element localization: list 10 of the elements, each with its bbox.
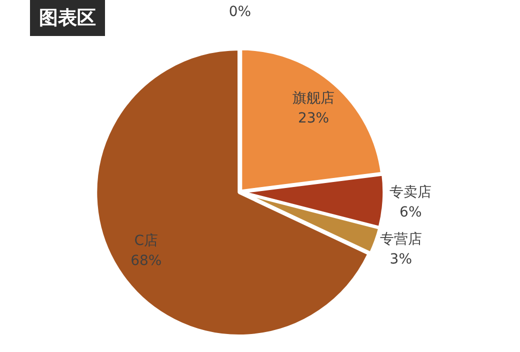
data-label: 6% (400, 204, 422, 220)
slice-label: 专营店 (380, 232, 422, 248)
text: 0% (228, 4, 252, 20)
data-label: 68% (130, 253, 162, 270)
slice-label: 旗舰店 (292, 90, 335, 106)
slice-label: 专卖店 (390, 184, 432, 200)
chart-title: 图表区 (30, 0, 105, 36)
data-label: 23% (298, 110, 330, 126)
data-label: 3% (390, 252, 412, 268)
slice-label: C店 (134, 233, 158, 250)
